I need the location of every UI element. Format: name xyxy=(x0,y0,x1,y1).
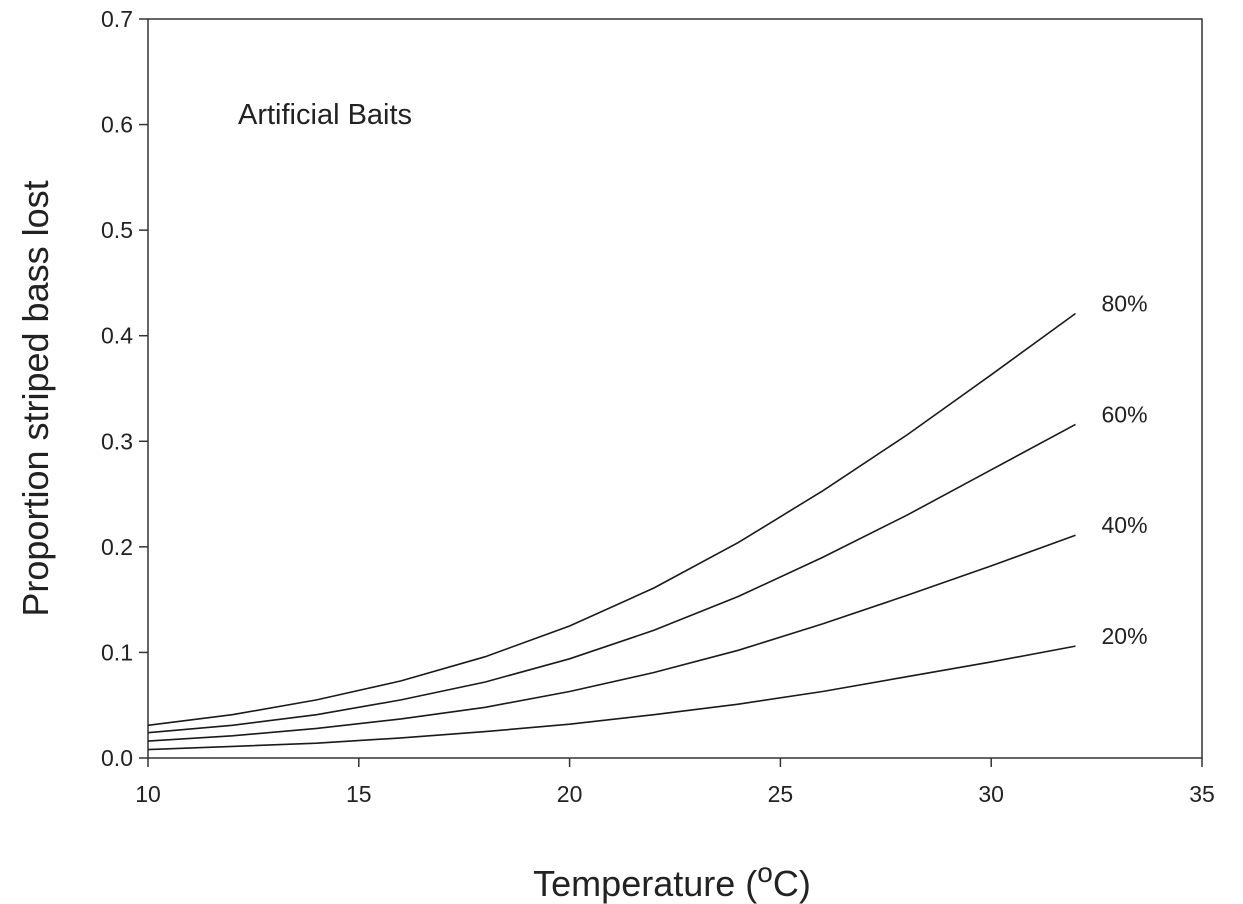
x-axis-title-main: Temperature ( xyxy=(533,863,757,904)
series-line-80pct xyxy=(147,312,1076,727)
x-axis: 10 15 20 25 30 35 xyxy=(135,758,1215,807)
series-line-40pct xyxy=(147,534,1076,742)
series-label-40pct: 40% xyxy=(1102,512,1148,538)
y-tick-label: 0.2 xyxy=(101,534,133,560)
plot-frame xyxy=(147,18,1203,759)
series-label-80pct: 80% xyxy=(1102,291,1148,317)
series-label-20pct: 20% xyxy=(1102,623,1148,649)
chart-annotation: Artificial Baits xyxy=(238,99,412,131)
y-tick-label: 0.3 xyxy=(101,428,133,454)
x-tick-label: 25 xyxy=(768,781,794,807)
x-axis-title-end: C) xyxy=(773,863,811,904)
x-tick-label: 30 xyxy=(978,781,1004,807)
y-tick-label: 0.1 xyxy=(101,639,133,665)
x-axis-title: Temperature (oC) xyxy=(533,857,811,904)
x-tick-label: 35 xyxy=(1189,781,1215,807)
x-tick-label: 20 xyxy=(557,781,583,807)
y-tick-label: 0.0 xyxy=(101,745,133,771)
series-line-20pct xyxy=(147,645,1076,751)
y-tick-label: 0.4 xyxy=(101,323,133,349)
series-lines xyxy=(147,312,1076,751)
x-tick-label: 10 xyxy=(135,781,161,807)
series-label-60pct: 60% xyxy=(1102,401,1148,427)
x-axis-title-superscript: o xyxy=(757,857,773,888)
y-axis-title: Proportion striped bass lost xyxy=(15,180,56,616)
series-line-60pct xyxy=(147,423,1076,734)
y-tick-label: 0.6 xyxy=(101,112,133,138)
x-tick-label: 15 xyxy=(346,781,372,807)
y-axis: 0.0 0.1 0.2 0.3 0.4 0.5 0.6 0.7 xyxy=(101,6,148,771)
y-tick-label: 0.5 xyxy=(101,217,133,243)
y-tick-label: 0.7 xyxy=(101,6,133,32)
series-labels: 80% 60% 40% 20% xyxy=(1102,291,1148,650)
